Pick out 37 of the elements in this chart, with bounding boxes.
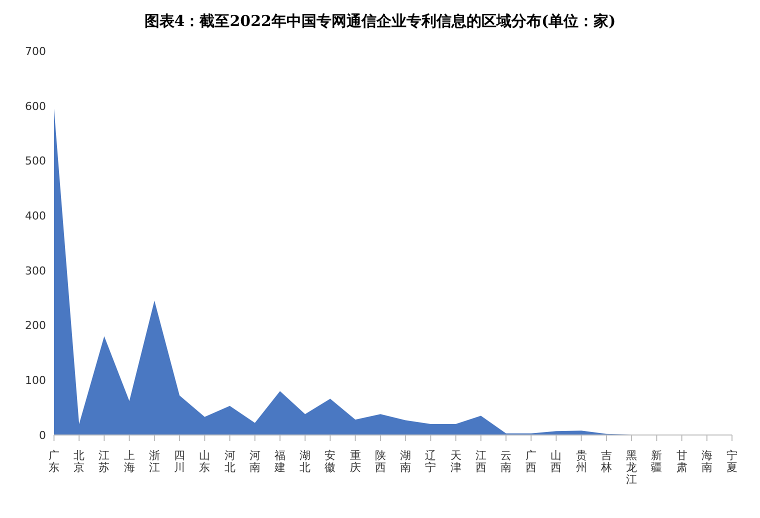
x-tick-label: 云南 [500,449,512,474]
x-tick-label: 广东 [48,449,60,474]
x-tick-label: 天津 [450,449,462,474]
y-tick-label: 100 [25,374,46,388]
x-tick-label: 新疆 [651,449,662,474]
x-tick-label: 辽宁 [425,449,436,474]
x-tick-label: 重庆 [350,449,361,474]
x-tick-label: 江苏 [98,449,110,474]
x-tick-label: 陕西 [374,449,386,474]
x-tick-label: 江西 [475,449,486,474]
x-tick-label: 湖南 [400,449,412,474]
x-tick-label: 贵州 [576,449,587,474]
x-tick-label: 山东 [199,449,210,474]
x-tick-label: 北京 [74,449,85,474]
y-tick-label: 500 [25,154,46,168]
x-tick-label: 宁夏 [726,449,738,474]
y-tick-label: 700 [25,44,46,58]
x-tick-label: 四川 [174,449,186,474]
x-tick-label: 甘肃 [676,449,688,474]
x-tick-label: 河北 [224,449,236,474]
x-tick-label: 湖北 [300,449,311,474]
y-tick-label: 300 [25,264,46,278]
x-tick-label: 安徽 [324,449,336,474]
y-tick-label: 600 [25,100,46,113]
x-tick-label: 上海 [124,449,135,474]
x-tick-label: 福建 [274,449,286,474]
x-tick-label: 浙江 [148,449,160,474]
x-tick-label: 河南 [249,449,260,474]
chart-title: 图表4：截至2022年中国专网通信企业专利信息的区域分布(单位：家) [143,11,617,31]
x-tick-label: 黑龙江 [626,449,638,486]
x-tick-label: 吉林 [600,449,612,474]
y-tick-label: 400 [25,209,46,222]
x-tick-label: 山西 [550,449,562,474]
x-tick-label: 海南 [701,449,712,474]
x-tick-label: 广西 [526,449,537,474]
y-tick-label: 200 [25,319,46,332]
y-tick-label: 0 [39,428,46,442]
